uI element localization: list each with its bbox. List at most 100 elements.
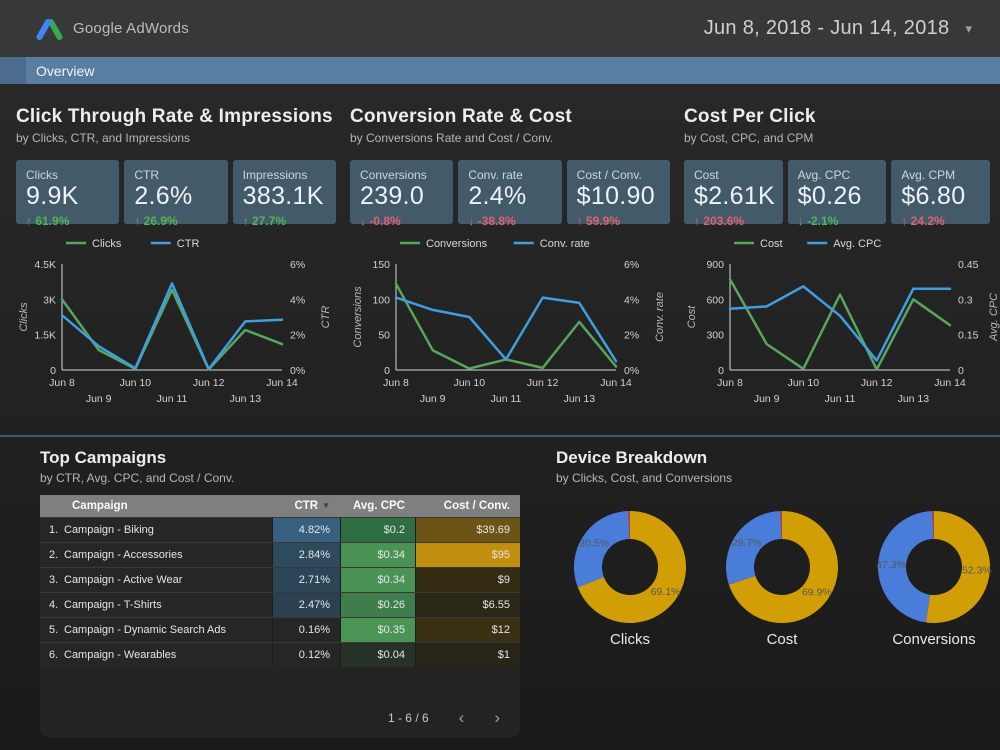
- svg-text:Jun 9: Jun 9: [754, 393, 780, 405]
- svg-text:300: 300: [706, 330, 724, 342]
- metrics-row: Click Through Rate & Impressions by Clic…: [0, 84, 1000, 435]
- svg-text:Avg. CPC: Avg. CPC: [988, 293, 1000, 342]
- date-range-text: Jun 8, 2018 - Jun 14, 2018: [703, 17, 950, 39]
- tab-overview[interactable]: Overview: [36, 62, 95, 79]
- section-subtitle: by Clicks, CTR, and Impressions: [16, 131, 191, 145]
- svg-text:6%: 6%: [624, 259, 639, 271]
- svg-text:Jun 11: Jun 11: [825, 393, 856, 405]
- svg-text:69.1%: 69.1%: [651, 586, 681, 598]
- scorecards: Clicks 9.9K ↑ 61.9% CTR 2.6% ↑ 26.9% Imp…: [16, 160, 336, 228]
- cost-conv-cell: $95: [415, 543, 520, 567]
- svg-text:0.3: 0.3: [958, 294, 973, 306]
- ctr-cell: 0.16%: [272, 618, 340, 642]
- line-chart-cost-cpc: Cost Avg. CPC 0 300 600 900 0 0.15 0.3 0.45 Cost Av…: [684, 234, 1000, 415]
- campaign-name: Campaign - Dynamic Search Ads: [64, 624, 227, 636]
- avg-cpc-cell: $0.04: [340, 643, 415, 667]
- ctr-cell: 0.12%: [272, 643, 340, 667]
- row-rank: 6.: [49, 649, 59, 661]
- svg-text:Jun 13: Jun 13: [230, 393, 262, 405]
- donut-chart-cost: 69.9% 29.7% Cost: [708, 507, 856, 648]
- card-label: Conversions: [360, 168, 427, 182]
- section-conversion-cost: Conversion Rate & Cost by Conversions Ra…: [350, 84, 670, 435]
- svg-text:Jun 8: Jun 8: [717, 377, 743, 389]
- svg-text:0.15: 0.15: [958, 330, 979, 342]
- svg-text:47.3%: 47.3%: [876, 559, 906, 571]
- campaigns-table: Campaign CTR ▼ Avg. CPC Cost / Conv. 1. Ca…: [40, 495, 520, 738]
- section-cost-per-click: Cost Per Click by Cost, CPC, and CPM Cos…: [684, 84, 1000, 435]
- donut-label: Cost: [766, 631, 798, 648]
- row-rank: 2.: [49, 549, 59, 561]
- card-value: 2.6%: [134, 182, 193, 210]
- avg-cpc-cell: $0.26: [340, 593, 415, 617]
- scorecards: Cost $2.61K ↑ 203.6% Avg. CPC $0.26 ↓ -2…: [684, 160, 991, 228]
- svg-text:6%: 6%: [290, 259, 305, 271]
- cost-conv-cell: $1: [415, 643, 520, 667]
- card-value: $2.61K: [694, 182, 776, 210]
- svg-text:150: 150: [372, 259, 390, 271]
- section-divider: [0, 435, 1000, 437]
- card-label: Avg. CPM: [901, 168, 956, 182]
- svg-text:Cost: Cost: [760, 238, 783, 250]
- device-title: Device Breakdown: [556, 448, 708, 467]
- svg-text:Jun 9: Jun 9: [420, 393, 446, 405]
- avg-cpc-cell: $0.2: [340, 518, 415, 542]
- svg-text:Jun 13: Jun 13: [898, 393, 930, 405]
- table-row: 2. Campaign - Accessories 2.84% $0.34 $95: [40, 542, 520, 567]
- scorecard-avg-cpm: Avg. CPM $6.80 ↑ 24.2%: [891, 160, 991, 228]
- cost-conv-cell: $39.69: [415, 518, 520, 542]
- donut-label: Clicks: [610, 631, 650, 648]
- prev-page-icon[interactable]: ‹: [458, 708, 465, 727]
- svg-text:900: 900: [706, 259, 724, 271]
- card-value: 2.4%: [468, 182, 527, 210]
- section-ctr-impressions: Click Through Rate & Impressions by Clic…: [16, 84, 336, 435]
- report-canvas: Click Through Rate & Impressions by Clic…: [0, 84, 1000, 750]
- device-subtitle: by Clicks, Cost, and Conversions: [556, 471, 733, 485]
- bottom-row: Top Campaigns by CTR, Avg. CPC, and Cost…: [0, 437, 1000, 738]
- ctr-cell: 2.71%: [272, 568, 340, 592]
- svg-text:Jun 12: Jun 12: [527, 377, 559, 389]
- svg-text:600: 600: [706, 294, 724, 306]
- card-value: 239.0: [360, 182, 425, 210]
- scorecard-impressions: Impressions 383.1K ↑ 27.7%: [232, 160, 336, 228]
- campaign-name: Campaign - Wearables: [64, 649, 177, 661]
- avg-cpc-cell: $0.34: [340, 568, 415, 592]
- card-label: Avg. CPC: [797, 168, 851, 182]
- svg-text:Conversions: Conversions: [352, 286, 364, 348]
- donut-label: Conversions: [892, 631, 976, 648]
- svg-text:Jun 14: Jun 14: [934, 377, 966, 389]
- ctr-cell: 4.82%: [272, 518, 340, 542]
- svg-text:Jun 10: Jun 10: [120, 377, 152, 389]
- column-header-cost-conv[interactable]: Cost / Conv.: [443, 500, 510, 512]
- svg-text:Jun 14: Jun 14: [600, 377, 632, 389]
- pagination-label: 1 - 6 / 6: [387, 710, 429, 725]
- card-value: $0.26: [797, 182, 862, 210]
- scorecard-cost: Cost $2.61K ↑ 203.6%: [684, 160, 783, 228]
- column-header-avg-cpc[interactable]: Avg. CPC: [353, 500, 405, 512]
- scorecard-conv-rate: Conv. rate 2.4% ↓ -38.8%: [458, 160, 562, 228]
- donut-svg: 69.9% 29.7%: [726, 511, 838, 623]
- svg-text:Jun 10: Jun 10: [788, 377, 820, 389]
- scorecard-avg-cpc: Avg. CPC $0.26 ↓ -2.1%: [787, 160, 887, 228]
- next-page-icon[interactable]: ›: [494, 708, 500, 727]
- table-pagination: 1 - 6 / 6 ‹ ›: [40, 709, 520, 738]
- card-delta: ↑ 24.2%: [901, 214, 945, 228]
- row-rank: 5.: [49, 624, 59, 636]
- svg-text:0: 0: [50, 365, 56, 377]
- card-label: CTR: [134, 168, 159, 182]
- svg-text:Jun 12: Jun 12: [861, 377, 893, 389]
- svg-text:50: 50: [378, 330, 390, 342]
- column-header-label: CTR: [294, 500, 319, 512]
- svg-text:30.5%: 30.5%: [579, 538, 609, 550]
- date-range-selector[interactable]: Jun 8, 2018 - Jun 14, 2018 ▾: [704, 17, 972, 40]
- donut-svg: 69.1% 30.5%: [574, 511, 686, 623]
- row-rank: 3.: [49, 574, 59, 586]
- avg-cpc-cell: $0.34: [340, 543, 415, 567]
- column-header-ctr[interactable]: CTR ▼: [272, 500, 340, 512]
- app-header: Google AdWords Jun 8, 2018 - Jun 14, 201…: [0, 0, 1000, 57]
- svg-text:Jun 9: Jun 9: [86, 393, 112, 405]
- svg-text:2%: 2%: [290, 330, 305, 342]
- column-header-campaign[interactable]: Campaign: [72, 500, 128, 512]
- campaign-name: Campaign - Active Wear: [64, 574, 183, 586]
- table-title: Top Campaigns: [40, 448, 167, 467]
- brand: Google AdWords: [36, 17, 189, 41]
